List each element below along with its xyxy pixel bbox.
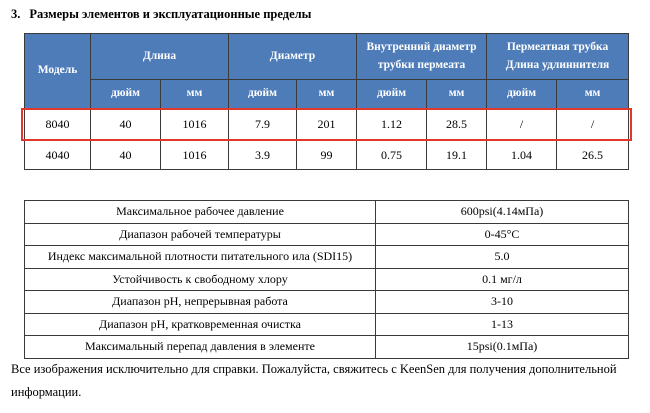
table-cell: /: [556, 108, 630, 141]
limit-value: 5.0: [375, 245, 629, 269]
limit-label: Максимальное рабочее давление: [24, 200, 376, 224]
limits-table-container: Максимальное рабочее давление 600psi(4.1…: [24, 200, 629, 359]
header-diameter: Диаметр: [227, 33, 358, 80]
table-cell: 7.9: [228, 108, 297, 141]
table-row: Индекс максимальной плотности питательно…: [24, 245, 629, 269]
limit-label: Диапазон pH, кратковременная очистка: [24, 312, 376, 336]
table-cell: 0.75: [356, 140, 428, 170]
section-number: 3.: [11, 7, 21, 21]
unit-header-mm: мм: [556, 79, 630, 109]
unit-header-inch: дюйм: [486, 79, 558, 109]
table-cell: 1016: [160, 108, 229, 141]
model-cell: 4040: [24, 140, 91, 170]
limit-value: 0-45°C: [375, 222, 629, 246]
limit-label: Диапазон рабочей температуры: [24, 222, 376, 246]
unit-header-inch: дюйм: [90, 79, 161, 109]
table-row: Максимальное рабочее давление 600psi(4.1…: [24, 200, 629, 224]
limit-label: Индекс максимальной плотности питательно…: [24, 245, 376, 269]
limit-value: 600psi(4.14мПа): [375, 200, 629, 224]
section-title: 3. Размеры элементов и эксплуатационные п…: [11, 7, 311, 22]
limit-value: 0.1 мг/л: [375, 267, 629, 291]
table-row: Диапазон рабочей температуры 0-45°C: [24, 222, 629, 246]
table-cell: 40: [90, 108, 161, 141]
unit-header-inch: дюйм: [356, 79, 428, 109]
section-title-text: Размеры элементов и эксплуатационные пре…: [29, 7, 312, 21]
table-row: Диапазон pH, кратковременная очистка 1-1…: [24, 312, 629, 336]
limits-table: Максимальное рабочее давление 600psi(4.1…: [24, 200, 629, 359]
dimensions-table-container: Модель Длина Диаметр Внутренний диаметр …: [21, 33, 632, 170]
dimensions-table: Модель Длина Диаметр Внутренний диаметр …: [24, 33, 630, 170]
model-cell: 8040: [24, 108, 91, 141]
unit-header-mm: мм: [426, 79, 488, 109]
table-row: Максимальный перепад давления в элементе…: [24, 335, 629, 359]
limit-value: 3-10: [375, 290, 629, 314]
limit-label: Диапазон pH, непрерывная работа: [24, 290, 376, 314]
table-cell: /: [486, 108, 558, 141]
disclaimer-text: Все изображения исключительно для справк…: [11, 362, 617, 400]
table-row-4040: 4040 40 1016 3.9 99 0.75 19.1 1.04 26.5: [24, 140, 630, 170]
table-row: Диапазон pH, непрерывная работа 3-10: [24, 290, 629, 314]
limit-value: 15psi(0.1мПа): [375, 335, 629, 359]
limit-label: Устойчивость к свободному хлору: [24, 267, 376, 291]
table-cell: 28.5: [426, 108, 488, 141]
table-cell: 201: [295, 108, 358, 141]
header-permeate-tube-id: Внутренний диаметр трубки пермеата: [356, 33, 488, 80]
table-row-8040: 8040 40 1016 7.9 201 1.12 28.5 / /: [24, 108, 630, 141]
unit-header-inch: дюйм: [228, 79, 297, 109]
header-length: Длина: [90, 33, 229, 80]
table-cell: 1016: [160, 140, 229, 170]
unit-header-mm: мм: [160, 79, 229, 109]
table-cell: 19.1: [426, 140, 488, 170]
table-cell: 26.5: [556, 140, 630, 170]
table-cell: 40: [90, 140, 161, 170]
limit-label: Максимальный перепад давления в элементе: [24, 335, 376, 359]
table-cell: 1.12: [356, 108, 428, 141]
table-row: Устойчивость к свободному хлору 0.1 мг/л: [24, 267, 629, 291]
table-cell: 99: [295, 140, 358, 170]
table-cell: 3.9: [228, 140, 297, 170]
table-cell: 1.04: [486, 140, 558, 170]
unit-header-mm: мм: [295, 79, 358, 109]
header-permeate-tube-extension: Пермеатная трубка Длина удлиннителя: [486, 33, 630, 80]
header-model: Модель: [24, 33, 91, 109]
limit-value: 1-13: [375, 312, 629, 336]
